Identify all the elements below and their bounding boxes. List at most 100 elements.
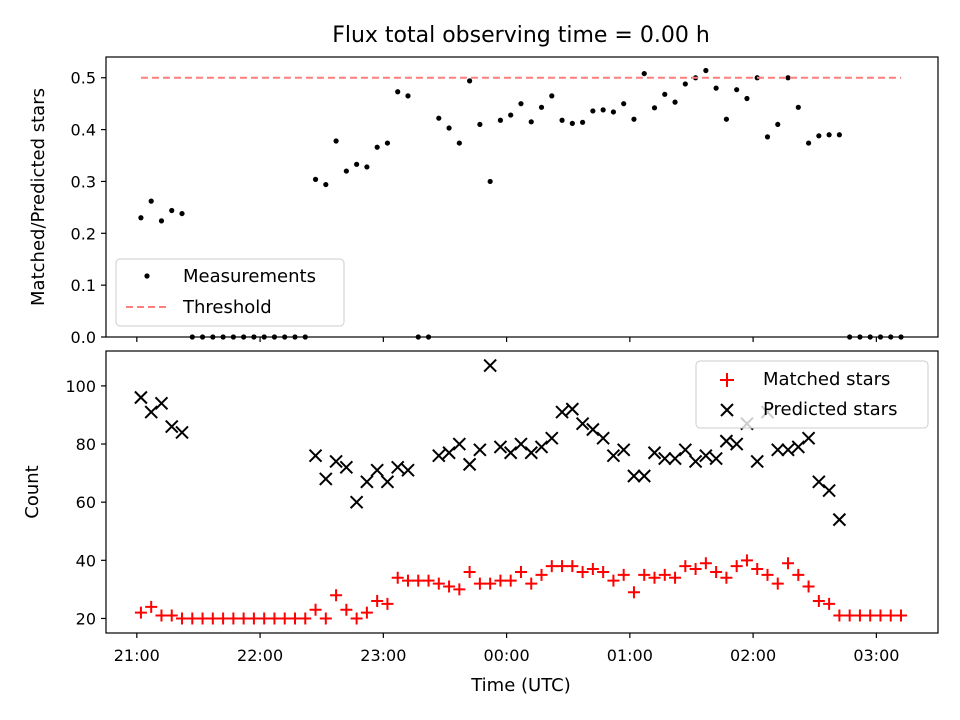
- matched-stars-point: [648, 571, 661, 584]
- matched-stars-point: [689, 563, 702, 576]
- x-tick-label: 03:00: [853, 646, 899, 665]
- predicted-stars-point: [555, 405, 569, 419]
- y-tick-label: 0.0: [71, 328, 96, 347]
- ratio-legend-box: [115, 258, 345, 327]
- predicted-stars-point: [339, 460, 354, 474]
- measurement-point: [836, 132, 842, 138]
- matched-stars-point: [473, 577, 486, 590]
- y-tick-label: 20: [76, 609, 96, 628]
- predicted-stars-point: [750, 454, 764, 469]
- matched-stars-point: [463, 565, 476, 578]
- count-x-axis: 21:00 22:00 23:00 00:00 01:00 02:00 03:00: [114, 633, 899, 665]
- matched-stars-point: [268, 612, 281, 625]
- matched-stars-point: [258, 612, 271, 625]
- measurement-point: [549, 93, 555, 99]
- predicted-stars-point: [442, 446, 456, 460]
- predicted-stars-point: [462, 457, 477, 472]
- matched-stars-point: [453, 583, 466, 596]
- measurement-point: [723, 116, 730, 122]
- matched-stars-point: [710, 565, 723, 578]
- matched-stars-point: [761, 568, 774, 581]
- measurement-point: [621, 101, 627, 107]
- measurement-point: [518, 101, 524, 107]
- predicted-stars-point: [401, 463, 415, 477]
- predicted-stars-point: [822, 483, 836, 498]
- measurement-point: [580, 119, 586, 125]
- matched-stars-point: [371, 595, 384, 608]
- matched-stars-point: [638, 568, 651, 581]
- measurement-point: [713, 85, 719, 91]
- measurement-point: [477, 121, 483, 128]
- predicted-stars-point: [719, 434, 734, 448]
- legend-matched-marker: [720, 373, 734, 387]
- predicted-stars-point: [380, 475, 395, 489]
- matched-stars-point: [853, 609, 866, 622]
- measurement-point: [785, 75, 791, 81]
- count-legend-box: [695, 360, 929, 429]
- measurement-point: [333, 138, 339, 144]
- ratio-plot-frame: [105, 56, 939, 338]
- measurement-point: [487, 178, 493, 185]
- count-y-axis: 20 40 60 80 100: [65, 377, 106, 628]
- matched-stars-point: [206, 612, 219, 625]
- measurement-point: [826, 132, 832, 138]
- ratio-y-axis: 0.0 0.1 0.2 0.3 0.4 0.5: [71, 69, 106, 347]
- x-tick-label: 01:00: [607, 646, 653, 665]
- measurement-point: [251, 334, 257, 340]
- matched-stars-point: [679, 560, 692, 573]
- matched-stars-point: [288, 612, 301, 625]
- predicted-stars-point: [812, 475, 826, 489]
- predicted-stars-point: [165, 419, 179, 434]
- predicted-stars-point: [606, 448, 621, 463]
- measurement-point: [888, 334, 894, 340]
- measurement-point: [364, 164, 370, 170]
- predicted-stars-point: [483, 358, 497, 373]
- predicted-stars-point: [637, 469, 651, 483]
- measurement-point: [816, 133, 822, 139]
- count-panel: 20 40 60 80 100 21:00 22:00 23:00 00:00 01:00 02:…: [22, 350, 939, 696]
- legend-threshold-label: Threshold: [182, 297, 272, 318]
- ratio-x-axis-ticks: [136, 337, 877, 342]
- legend-matched-label: Matched stars: [763, 369, 890, 390]
- measurement-point: [302, 334, 308, 340]
- matched-stars-point: [247, 612, 260, 625]
- matched-stars-point: [874, 609, 887, 622]
- measurement-point: [158, 218, 165, 224]
- ratio-panel: 0.0 0.1 0.2 0.3 0.4 0.5 Matched/Predicted sta…: [28, 56, 939, 347]
- matched-stars-point: [443, 580, 456, 593]
- predicted-stars-point: [144, 405, 158, 419]
- measurement-point: [384, 140, 391, 146]
- matched-stars-point: [412, 574, 425, 587]
- matched-stars-point: [823, 597, 836, 610]
- measurement-point: [631, 116, 637, 122]
- predicted-stars-point: [678, 443, 693, 457]
- measurement-point: [436, 115, 442, 121]
- measurement-point: [467, 78, 473, 84]
- matched-stars-point: [432, 577, 445, 590]
- predicted-stars-point: [452, 437, 467, 451]
- matched-stars-point: [751, 563, 764, 576]
- matched-stars-point: [884, 609, 897, 622]
- matched-stars-point: [494, 574, 507, 587]
- count-legend: Matched stars Predicted stars: [695, 360, 929, 429]
- measurement-point: [179, 210, 185, 217]
- measurement-point: [138, 215, 144, 221]
- measurement-point: [641, 70, 647, 77]
- measurement-point: [456, 140, 462, 146]
- matched-stars-point: [134, 606, 147, 619]
- predicted-stars-point: [647, 446, 662, 460]
- x-tick-label: 00:00: [484, 646, 530, 665]
- y-tick-label: 40: [76, 551, 96, 570]
- predicted-stars-point: [360, 475, 374, 489]
- matched-stars-point: [843, 609, 856, 622]
- predicted-stars-point: [832, 512, 847, 527]
- predicted-stars-point: [473, 443, 487, 457]
- matched-stars-point: [401, 574, 414, 587]
- measurement-point: [610, 109, 617, 115]
- predicted-stars-point: [658, 451, 672, 466]
- predicted-stars-point: [329, 454, 343, 469]
- predicted-stars-point: [134, 390, 148, 405]
- matched-stars-point: [597, 565, 610, 578]
